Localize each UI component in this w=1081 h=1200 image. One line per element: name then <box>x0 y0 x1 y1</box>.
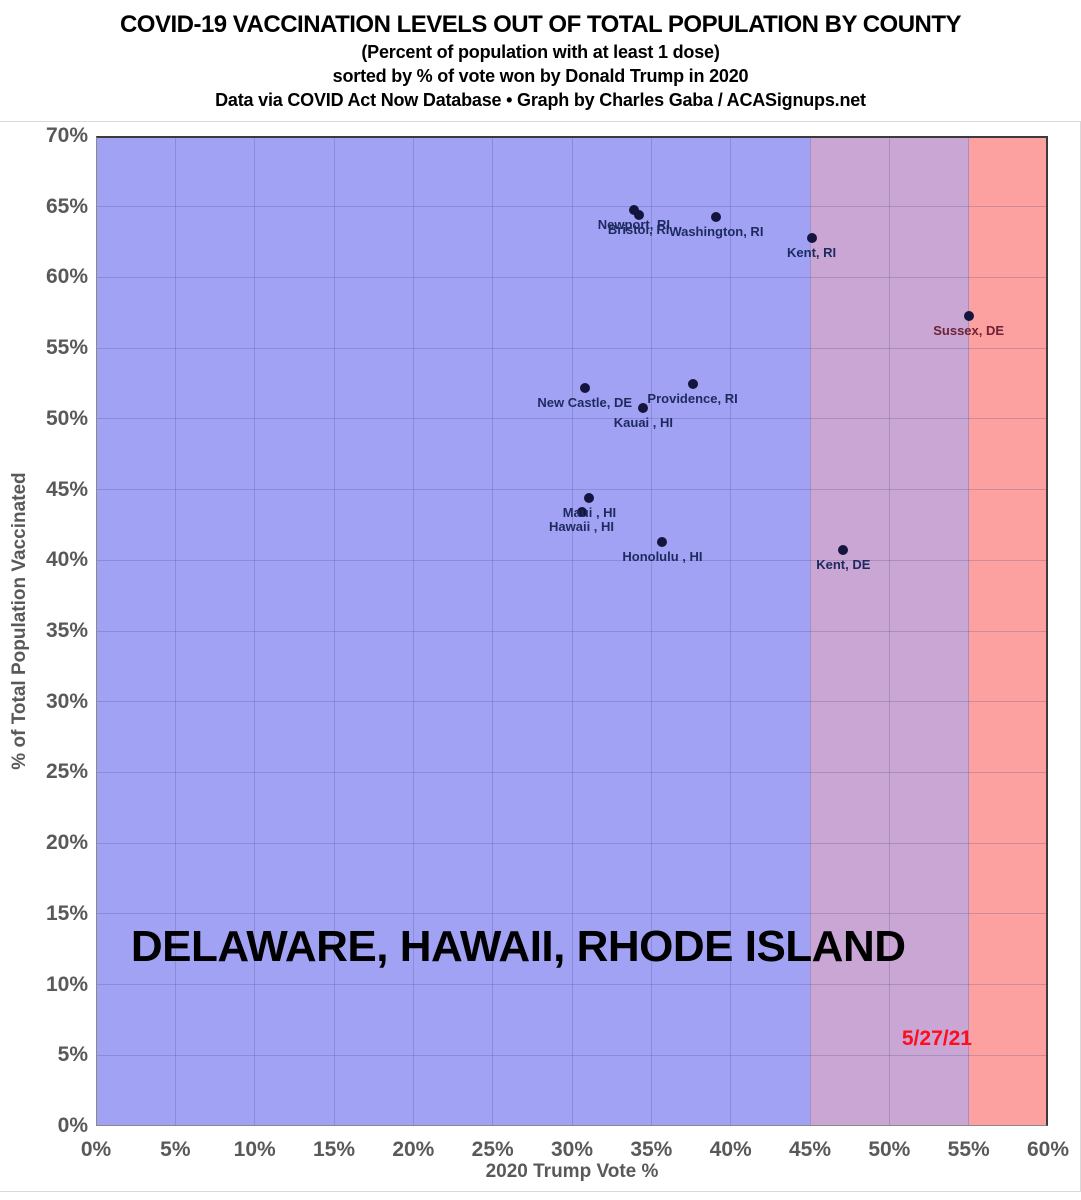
data-point-label: New Castle, DE <box>537 394 633 410</box>
data-point-label: Hawaii , HI <box>549 519 615 535</box>
y-tick-label: 35% <box>45 619 88 642</box>
y-tick-label: 60% <box>45 265 88 289</box>
gridline-vertical <box>730 136 732 1126</box>
x-tick-label: 50% <box>868 1138 911 1161</box>
x-axis-title: 2020 Trump Vote % <box>485 1161 659 1182</box>
y-tick-label: 0% <box>57 1114 88 1137</box>
y-tick-label: 65% <box>45 194 88 218</box>
gridline-vertical <box>650 136 652 1126</box>
x-tick-label: 5% <box>160 1138 191 1161</box>
data-point-dot <box>628 204 639 215</box>
gridline-horizontal <box>96 276 1048 278</box>
x-tick-label: 55% <box>947 1138 990 1161</box>
x-tick-label: 40% <box>709 1138 752 1161</box>
zone-blue-lean <box>96 136 810 1126</box>
y-tick-label: 15% <box>45 901 88 925</box>
gridline-horizontal <box>96 984 1048 986</box>
y-tick-label: 55% <box>45 336 88 360</box>
gridline-horizontal <box>96 489 1048 491</box>
data-point-label: Newport, RI <box>597 216 670 232</box>
y-tick-label: 40% <box>45 548 88 572</box>
y-tick-label: 70% <box>45 124 88 147</box>
y-tick-label: 20% <box>45 831 88 855</box>
gridline-horizontal <box>96 771 1048 773</box>
data-point-label: Bristol, RI <box>607 222 670 238</box>
gridline-vertical <box>333 136 335 1126</box>
data-point-label: Kent, DE <box>816 557 871 573</box>
gridline-vertical <box>412 136 414 1126</box>
data-point-dot <box>711 211 722 222</box>
y-tick-label: 10% <box>45 972 88 996</box>
data-point-label: Kauai , HI <box>613 414 674 430</box>
data-point-dot <box>638 402 649 413</box>
gridline-vertical <box>492 136 494 1126</box>
data-point-dot <box>579 382 590 393</box>
gridline-horizontal <box>96 701 1048 703</box>
data-point-dot <box>633 210 644 221</box>
x-tick-label: 20% <box>392 1138 435 1161</box>
data-point-dot <box>584 493 595 504</box>
page-title: COVID-19 VACCINATION LEVELS OUT OF TOTAL… <box>119 10 962 38</box>
gridline-vertical <box>968 136 970 1126</box>
gridline-horizontal <box>96 913 1048 915</box>
x-tick-label: 25% <box>471 1138 514 1161</box>
gridline-vertical <box>571 136 573 1126</box>
x-tick-label: 35% <box>630 1138 673 1161</box>
x-tick-label: 60% <box>1026 1138 1070 1161</box>
x-tick-label: 30% <box>550 1138 594 1161</box>
data-point-label: Sussex, DE <box>933 322 1005 338</box>
gridline-horizontal <box>96 842 1048 844</box>
data-point-dot <box>806 232 817 243</box>
gridline-horizontal <box>96 630 1048 632</box>
data-point-label: Providence, RI <box>647 390 738 406</box>
y-tick-label: 5% <box>57 1043 88 1067</box>
x-tick-label: 15% <box>312 1138 356 1161</box>
chart-credit: Data via COVID Act Now Database • Graph … <box>215 89 866 110</box>
data-point-dot <box>687 378 698 389</box>
y-tick-label: 50% <box>45 406 88 430</box>
gridline-vertical <box>254 136 256 1126</box>
data-point-dot <box>963 310 974 321</box>
zone-red-lean <box>968 136 1048 1126</box>
data-point-label: Kent, RI <box>787 244 837 260</box>
data-point-dot <box>838 545 849 556</box>
y-tick-label: 30% <box>45 689 88 713</box>
gridline-vertical <box>888 136 890 1126</box>
gridline-horizontal <box>96 347 1048 349</box>
data-point-label: Honolulu , HI <box>622 548 703 564</box>
chart-header: COVID-19 VACCINATION LEVELS OUT OF TOTAL… <box>0 0 1081 121</box>
gridline-horizontal <box>96 559 1048 561</box>
chart-frame: DELAWARE, HAWAII, RHODE ISLAND 5/27/21 New… <box>0 121 1081 1192</box>
data-point-dot <box>657 536 668 547</box>
gridline-horizontal <box>96 206 1048 208</box>
data-point-label: Washington, RI <box>669 223 764 239</box>
data-point-dot <box>576 507 587 518</box>
chart-subtitle-sort: sorted by % of vote won by Donald Trump … <box>332 65 749 86</box>
y-tick-label: 25% <box>45 760 88 784</box>
gridline-vertical <box>809 136 811 1126</box>
data-point-label: Maui , HI <box>562 505 617 521</box>
chart-subtitle-dose: (Percent of population with at least 1 d… <box>361 41 720 62</box>
states-annotation: DELAWARE, HAWAII, RHODE ISLAND <box>130 921 906 971</box>
date-annotation: 5/27/21 <box>901 1026 972 1050</box>
gridline-horizontal <box>96 418 1048 420</box>
y-tick-label: 45% <box>45 477 88 501</box>
plot-area: DELAWARE, HAWAII, RHODE ISLAND 5/27/21 New… <box>96 136 1048 1126</box>
x-tick-label: 45% <box>788 1138 832 1161</box>
x-tick-label: 0% <box>80 1138 112 1161</box>
zone-swing-purple <box>810 136 969 1126</box>
gridline-vertical <box>174 136 176 1126</box>
gridline-horizontal <box>96 1054 1048 1056</box>
x-tick-label: 10% <box>233 1138 276 1161</box>
